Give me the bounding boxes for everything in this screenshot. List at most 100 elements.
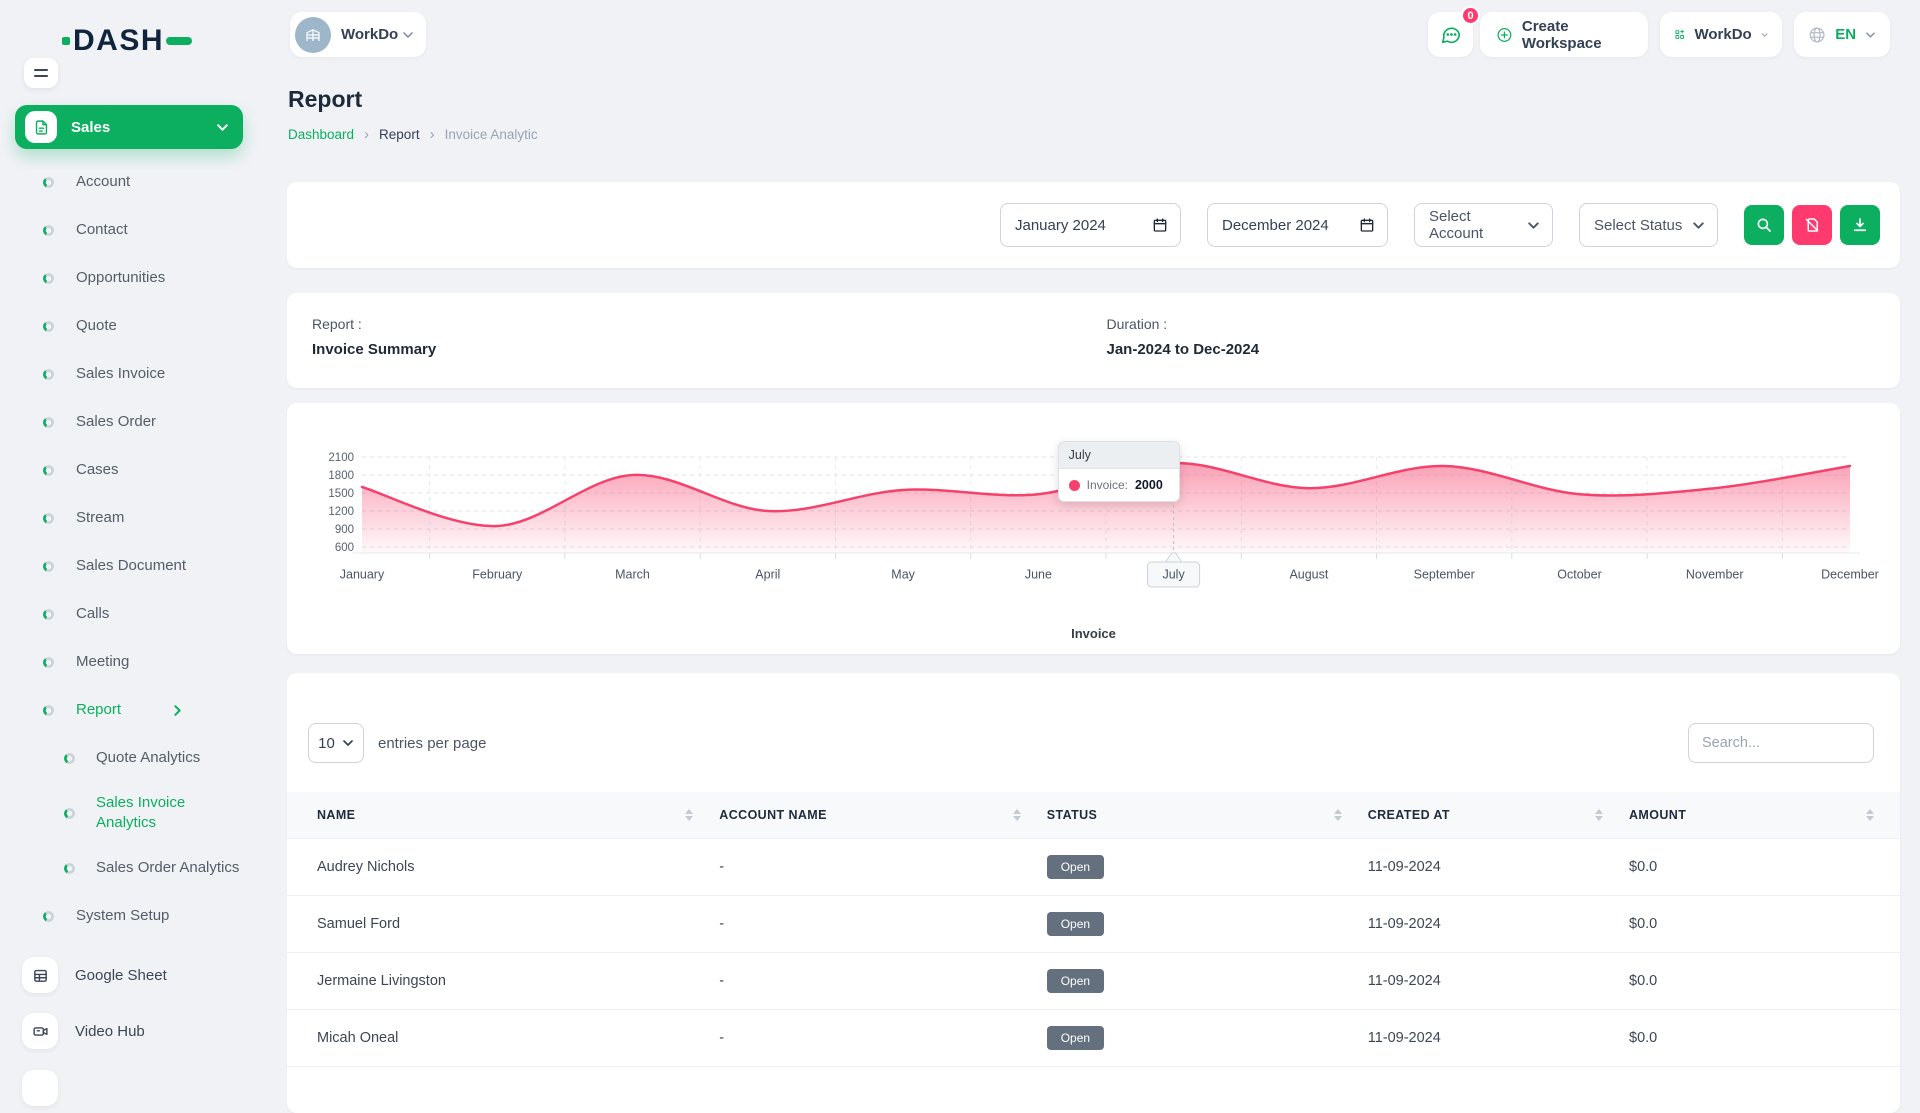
cell-account: - bbox=[719, 837, 1047, 895]
svg-text:June: June bbox=[1025, 568, 1052, 582]
sidebar-item-cases[interactable]: Cases bbox=[0, 446, 262, 494]
bullet-icon bbox=[64, 807, 75, 819]
breadcrumb: Dashboard Report Invoice Analytic bbox=[288, 126, 538, 143]
calendar-icon bbox=[1153, 218, 1167, 232]
sidebar-item-sales-invoice-analytics[interactable]: Sales Invoice Analytics bbox=[0, 782, 262, 844]
logo-dash-icon bbox=[166, 37, 193, 45]
cell-amount: $0.0 bbox=[1629, 951, 1900, 1009]
svg-text:November: November bbox=[1686, 568, 1744, 582]
table-row: Audrey Nichols - Open 11-09-2024 $0.0 bbox=[287, 837, 1900, 895]
entries-per-page-label: entries per page bbox=[378, 734, 487, 752]
column-header-status[interactable]: STATUS bbox=[1046, 792, 1368, 838]
chevron-down-icon bbox=[1528, 221, 1539, 229]
breadcrumb-separator bbox=[364, 126, 369, 143]
cell-created-at: 11-09-2024 bbox=[1367, 951, 1629, 1009]
breadcrumb-report-link[interactable]: Report bbox=[379, 127, 420, 142]
chevron-down-icon bbox=[1866, 31, 1875, 38]
sidebar-toggle-button[interactable] bbox=[24, 58, 58, 88]
sidebar-item-sales-invoice[interactable]: Sales Invoice bbox=[0, 350, 262, 398]
sidebar-section-label: Sales bbox=[71, 118, 111, 136]
cell-name: Samuel Ford bbox=[287, 894, 720, 952]
invoice-chart-card: 2100 1800 1500 1200 900 600 January February Mar… bbox=[287, 403, 1900, 654]
sort-icon bbox=[1595, 808, 1603, 821]
tooltip-value: 2000 bbox=[1134, 478, 1163, 492]
report-value: Invoice Summary bbox=[312, 341, 437, 358]
cell-status: Open bbox=[1046, 894, 1368, 952]
svg-text:January: January bbox=[340, 568, 385, 582]
sidebar-item-system-setup[interactable]: System Setup bbox=[0, 892, 262, 940]
chevron-right-icon bbox=[174, 704, 181, 716]
sidebar-shortcut-partial bbox=[22, 1070, 58, 1106]
calendar-icon bbox=[1360, 218, 1374, 232]
reset-filter-button[interactable] bbox=[1792, 205, 1832, 245]
column-header-name[interactable]: NAME bbox=[287, 792, 720, 838]
create-workspace-button[interactable]: Create Workspace bbox=[1480, 12, 1648, 57]
duration-label: Duration : bbox=[1106, 316, 1168, 332]
sidebar-item-report[interactable]: Report bbox=[0, 686, 262, 734]
cell-name: Audrey Nichols bbox=[287, 837, 720, 895]
status-badge: Open bbox=[1046, 1025, 1105, 1050]
sidebar-item-meeting[interactable]: Meeting bbox=[0, 638, 262, 686]
apply-filter-button[interactable] bbox=[1744, 205, 1784, 245]
sidebar-item-stream[interactable]: Stream bbox=[0, 494, 262, 542]
svg-text:600: 600 bbox=[335, 542, 354, 554]
language-selector[interactable]: EN bbox=[1794, 12, 1890, 57]
svg-text:May: May bbox=[891, 568, 915, 582]
table-search-input[interactable] bbox=[1688, 723, 1874, 763]
sidebar-item-google-sheet[interactable]: Google Sheet bbox=[22, 957, 167, 993]
sidebar-item-sales-order-analytics[interactable]: Sales Order Analytics bbox=[0, 844, 262, 892]
svg-text:September: September bbox=[1414, 568, 1475, 582]
table-row: Samuel Ford - Open 11-09-2024 $0.0 bbox=[287, 894, 1900, 952]
from-date-input[interactable]: January 2024 bbox=[1000, 203, 1181, 247]
to-date-input[interactable]: December 2024 bbox=[1207, 203, 1388, 247]
status-badge: Open bbox=[1046, 968, 1105, 993]
tooltip-title: July bbox=[1058, 442, 1179, 469]
bullet-icon bbox=[43, 416, 54, 428]
sort-icon bbox=[1333, 808, 1342, 821]
search-icon bbox=[1757, 218, 1771, 232]
sidebar-item-calls[interactable]: Calls bbox=[0, 590, 262, 638]
chevron-down-icon bbox=[342, 740, 353, 746]
account-select[interactable]: Select Account bbox=[1414, 203, 1553, 247]
bullet-icon bbox=[64, 862, 75, 874]
svg-text:December: December bbox=[1821, 568, 1879, 582]
cell-created-at: 11-09-2024 bbox=[1367, 837, 1629, 895]
bullet-icon bbox=[43, 224, 54, 236]
sidebar-item-account[interactable]: Account bbox=[0, 158, 262, 206]
workspace-menu-button[interactable]: WorkDo bbox=[1660, 12, 1782, 57]
entries-per-page-select[interactable]: 10 bbox=[308, 723, 364, 763]
column-header-account-name[interactable]: ACCOUNT NAME bbox=[719, 792, 1047, 838]
svg-text:1200: 1200 bbox=[328, 506, 354, 518]
sidebar-section-sales[interactable]: Sales bbox=[15, 105, 243, 149]
invoice-table-card: 10 entries per page NAME ACCOUNT NAME ST… bbox=[287, 673, 1900, 1113]
chart-tooltip: July Invoice: 2000 bbox=[1057, 441, 1180, 502]
sidebar-item-sales-order[interactable]: Sales Order bbox=[0, 398, 262, 446]
breadcrumb-dashboard-link[interactable]: Dashboard bbox=[288, 127, 355, 142]
sidebar-item-quote-analytics[interactable]: Quote Analytics bbox=[0, 734, 262, 782]
sales-document-icon bbox=[25, 111, 57, 143]
cell-amount: $0.0 bbox=[1629, 1008, 1900, 1066]
bullet-icon bbox=[43, 608, 54, 620]
bullet-icon bbox=[43, 656, 54, 668]
messages-button[interactable]: 0 bbox=[1428, 6, 1480, 57]
tooltip-series-label: Invoice: bbox=[1086, 478, 1128, 492]
sort-icon bbox=[1866, 808, 1874, 821]
invoice-area-chart[interactable]: 2100 1800 1500 1200 900 600 January February Mar… bbox=[307, 435, 1880, 590]
svg-text:1800: 1800 bbox=[328, 470, 354, 482]
workspace-switcher[interactable]: WorkDo bbox=[290, 12, 426, 57]
sidebar-item-contact[interactable]: Contact bbox=[0, 206, 262, 254]
svg-text:October: October bbox=[1557, 568, 1601, 582]
sidebar-item-sales-document[interactable]: Sales Document bbox=[0, 542, 262, 590]
column-header-created-at[interactable]: CREATED AT bbox=[1367, 792, 1629, 838]
workspace-avatar bbox=[295, 16, 331, 53]
globe-icon bbox=[1809, 27, 1825, 42]
cell-name: Jermaine Livingston bbox=[287, 951, 720, 1009]
bullet-icon bbox=[43, 464, 54, 476]
status-select[interactable]: Select Status bbox=[1579, 203, 1718, 247]
sidebar-item-video-hub[interactable]: Video Hub bbox=[22, 1013, 145, 1049]
sidebar-item-opportunities[interactable]: Opportunities bbox=[0, 254, 262, 302]
download-button[interactable] bbox=[1840, 205, 1880, 245]
column-header-amount[interactable]: AMOUNT bbox=[1629, 792, 1900, 838]
sidebar-item-quote[interactable]: Quote bbox=[0, 302, 262, 350]
table-row: Micah Oneal - Open 11-09-2024 $0.0 bbox=[287, 1008, 1900, 1066]
